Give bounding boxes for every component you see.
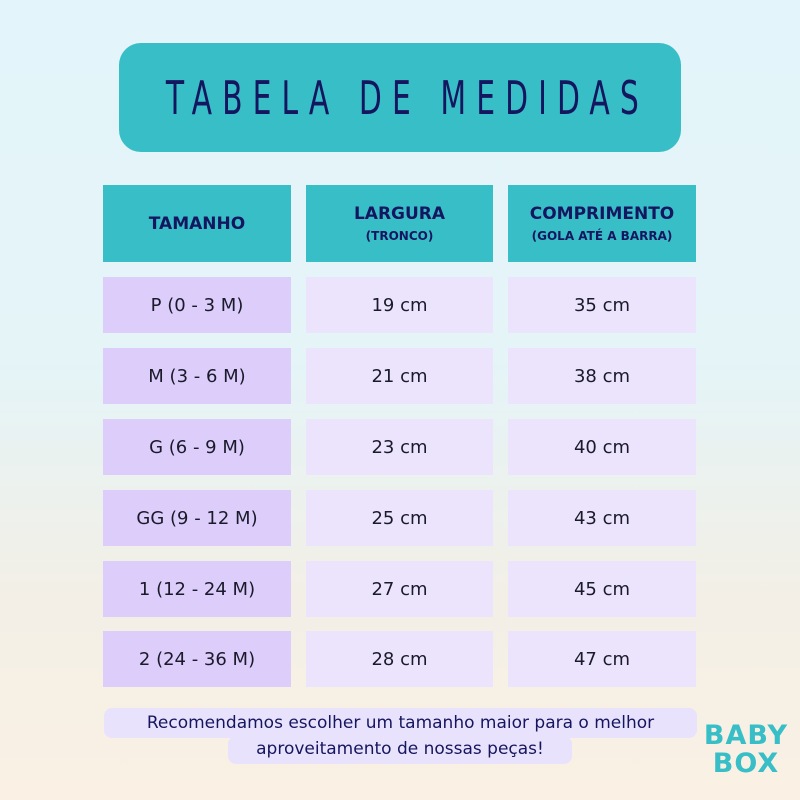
cell-largura: 21 cm <box>306 348 493 404</box>
cell-comprimento: 38 cm <box>508 348 696 404</box>
title-banner: Tabela de Medidas <box>119 43 681 152</box>
cell-size: GG (9 - 12 M) <box>103 490 291 546</box>
baby-box-logo: BABY BOX <box>700 722 792 778</box>
cell-comprimento: 45 cm <box>508 561 696 617</box>
cell-largura: 23 cm <box>306 419 493 475</box>
cell-comprimento: 43 cm <box>508 490 696 546</box>
page-title: Tabela de Medidas <box>165 70 649 125</box>
header-sublabel: (TRONCO) <box>365 229 434 243</box>
header-sublabel: (GOLA ATÉ A BARRA) <box>531 229 673 243</box>
header-largura: LARGURA (TRONCO) <box>306 185 493 262</box>
logo-line-1: BABY <box>703 720 789 751</box>
cell-largura: 28 cm <box>306 631 493 687</box>
cell-largura: 25 cm <box>306 490 493 546</box>
header-label: TAMANHO <box>148 213 246 234</box>
cell-comprimento: 35 cm <box>508 277 696 333</box>
cell-size: P (0 - 3 M) <box>103 277 291 333</box>
cell-size: 2 (24 - 36 M) <box>103 631 291 687</box>
note-line-1: Recomendamos escolher um tamanho maior p… <box>104 708 697 738</box>
note-line-2: aproveitamento de nossas peças! <box>228 736 572 764</box>
cell-largura: 19 cm <box>306 277 493 333</box>
header-label: COMPRIMENTO <box>529 204 675 224</box>
header-comprimento: COMPRIMENTO (GOLA ATÉ A BARRA) <box>508 185 696 262</box>
header-label: LARGURA <box>353 204 446 224</box>
cell-comprimento: 47 cm <box>508 631 696 687</box>
cell-size: G (6 - 9 M) <box>103 419 291 475</box>
logo-line-2: BOX <box>712 748 780 779</box>
cell-size: 1 (12 - 24 M) <box>103 561 291 617</box>
header-tamanho: TAMANHO <box>103 185 291 262</box>
cell-comprimento: 40 cm <box>508 419 696 475</box>
cell-largura: 27 cm <box>306 561 493 617</box>
cell-size: M (3 - 6 M) <box>103 348 291 404</box>
